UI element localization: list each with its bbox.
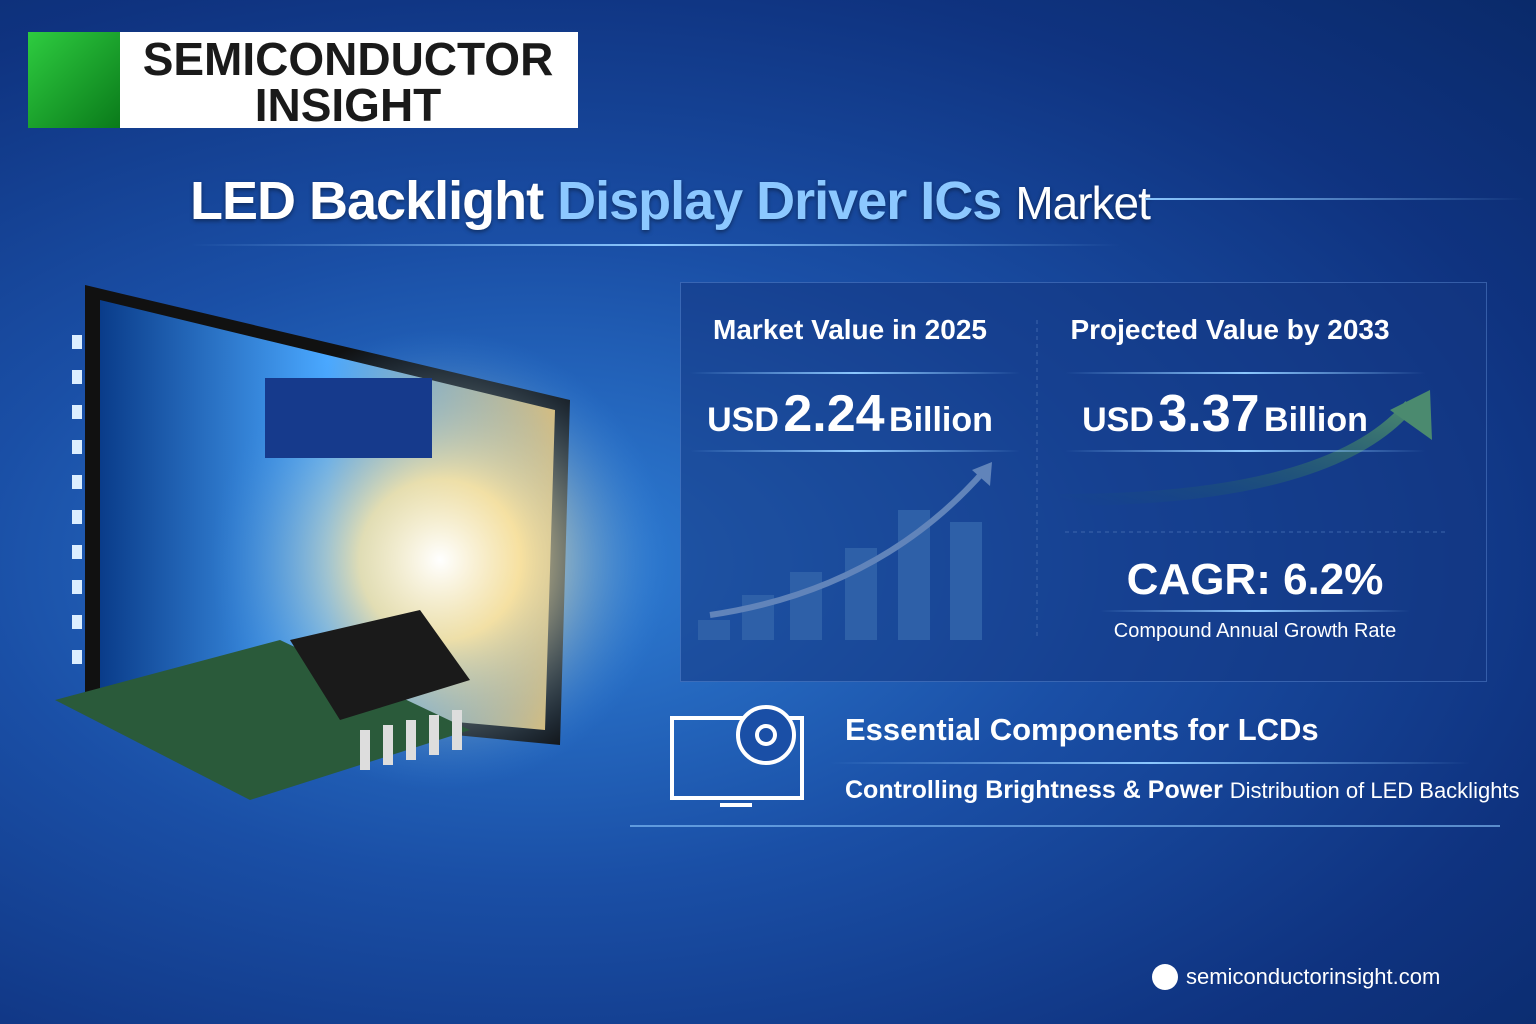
amount: 2.24	[783, 385, 885, 443]
stats-panel	[680, 282, 1487, 682]
logo-line: INSIGHT	[254, 79, 442, 131]
rule	[690, 372, 1020, 374]
stat-value: USD 2.24 Billion	[680, 384, 1020, 444]
title-part: LED Backlight	[190, 171, 544, 231]
logo-icon	[28, 32, 120, 128]
stat-label: Market Value in 2025	[713, 314, 987, 345]
title: LED Backlight Display Driver ICs Market	[190, 170, 1151, 232]
unit: Billion	[889, 401, 993, 439]
feature-title: Essential Components for LCDs	[845, 712, 1319, 747]
title-part: Display Driver ICs	[557, 171, 1002, 231]
led-strip	[72, 335, 82, 664]
rule	[690, 450, 1020, 452]
chip-pins	[360, 710, 462, 770]
feature-rest: Distribution of LED Backlights	[1229, 778, 1520, 803]
currency: USD	[707, 401, 779, 439]
rule	[1065, 450, 1425, 452]
amount: 3.37	[1158, 385, 1260, 443]
title-rule	[190, 244, 1120, 246]
redaction-box	[265, 378, 432, 458]
logo-line: SEMICONDUCTOR	[142, 33, 554, 85]
stat-label: Projected Value by 2033	[1070, 314, 1390, 345]
cagr: CAGR: 6.2%	[1126, 555, 1384, 604]
website: semiconductorinsight.com	[1186, 964, 1441, 989]
logo: SEMICONDUCTOR INSIGHT	[28, 32, 578, 128]
chip	[290, 610, 470, 720]
title-part: Market	[1015, 177, 1151, 229]
globe-icon	[1152, 964, 1178, 990]
stat-value: USD 3.37 Billion	[1055, 384, 1395, 444]
lcd-icon	[670, 705, 804, 807]
cagr-caption: Compound Annual Growth Rate	[1113, 620, 1397, 642]
title-rule	[1145, 198, 1525, 200]
feature-description: Controlling Brightness & Power Distribut…	[845, 776, 1520, 805]
rule	[830, 762, 1470, 764]
footer: semiconductorinsight.com	[1152, 964, 1440, 990]
unit: Billion	[1264, 401, 1368, 439]
rule	[1100, 610, 1410, 612]
rule	[1065, 372, 1425, 374]
currency: USD	[1082, 401, 1154, 439]
feature-emphasis: Controlling Brightness & Power	[845, 776, 1223, 804]
